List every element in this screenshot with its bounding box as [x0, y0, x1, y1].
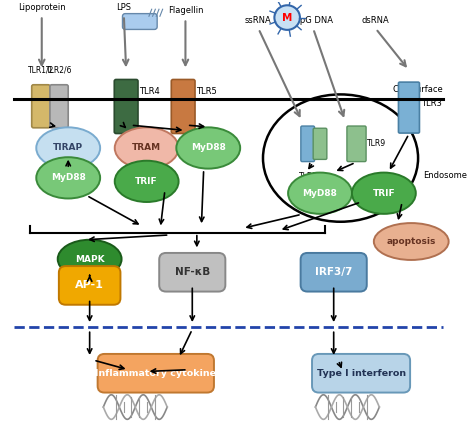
Text: Cell surface: Cell surface	[393, 84, 443, 94]
Ellipse shape	[288, 172, 352, 214]
Text: MAPK: MAPK	[75, 255, 104, 263]
Text: MyD88: MyD88	[302, 189, 337, 198]
Ellipse shape	[58, 240, 121, 278]
Text: TRIF: TRIF	[136, 177, 158, 186]
FancyBboxPatch shape	[301, 126, 315, 162]
Text: CpG DNA: CpG DNA	[294, 16, 333, 25]
Text: Inflammatory cytokine: Inflammatory cytokine	[95, 369, 216, 378]
FancyBboxPatch shape	[122, 14, 157, 30]
Text: TLR4: TLR4	[139, 87, 160, 96]
Text: TLR9: TLR9	[367, 139, 387, 149]
FancyBboxPatch shape	[313, 128, 327, 160]
FancyBboxPatch shape	[347, 126, 366, 162]
Text: TLR1/2: TLR1/2	[27, 66, 54, 75]
FancyBboxPatch shape	[59, 266, 120, 305]
FancyBboxPatch shape	[114, 80, 138, 133]
Text: M: M	[282, 12, 292, 23]
Text: NF-κB: NF-κB	[174, 267, 210, 277]
Text: Flagellin: Flagellin	[168, 5, 203, 15]
Text: Lipoprotein: Lipoprotein	[18, 3, 65, 12]
FancyBboxPatch shape	[98, 354, 214, 392]
Ellipse shape	[374, 223, 449, 260]
Text: MyD88: MyD88	[191, 144, 226, 152]
Ellipse shape	[115, 161, 179, 202]
Text: Endosome: Endosome	[423, 171, 466, 180]
Ellipse shape	[176, 127, 240, 169]
FancyBboxPatch shape	[159, 253, 225, 292]
Text: TLR2/6: TLR2/6	[46, 66, 73, 75]
Ellipse shape	[115, 127, 179, 169]
Text: AP-1: AP-1	[75, 280, 104, 290]
Text: LPS: LPS	[116, 3, 131, 12]
Ellipse shape	[36, 157, 100, 198]
Text: TLR7/8: TLR7/8	[299, 171, 326, 180]
FancyBboxPatch shape	[301, 253, 367, 292]
Text: apoptosis: apoptosis	[387, 237, 436, 246]
Text: TRIF: TRIF	[373, 189, 395, 198]
Circle shape	[274, 5, 300, 30]
Ellipse shape	[352, 172, 416, 214]
Text: Type I interferon: Type I interferon	[317, 369, 406, 378]
FancyBboxPatch shape	[32, 85, 50, 128]
FancyBboxPatch shape	[50, 85, 68, 128]
Text: dsRNA: dsRNA	[362, 16, 390, 25]
Ellipse shape	[36, 127, 100, 169]
Text: TLR3: TLR3	[421, 99, 442, 108]
Text: TLR5: TLR5	[196, 87, 217, 96]
Text: ssRNA: ssRNA	[245, 16, 272, 25]
Text: MyD88: MyD88	[51, 173, 86, 183]
FancyBboxPatch shape	[312, 354, 410, 392]
Text: TIRAP: TIRAP	[53, 144, 83, 152]
Ellipse shape	[263, 95, 418, 222]
Text: IRF3/7: IRF3/7	[315, 267, 352, 277]
FancyBboxPatch shape	[399, 82, 419, 133]
FancyBboxPatch shape	[171, 80, 195, 133]
Text: TRAM: TRAM	[132, 144, 161, 152]
